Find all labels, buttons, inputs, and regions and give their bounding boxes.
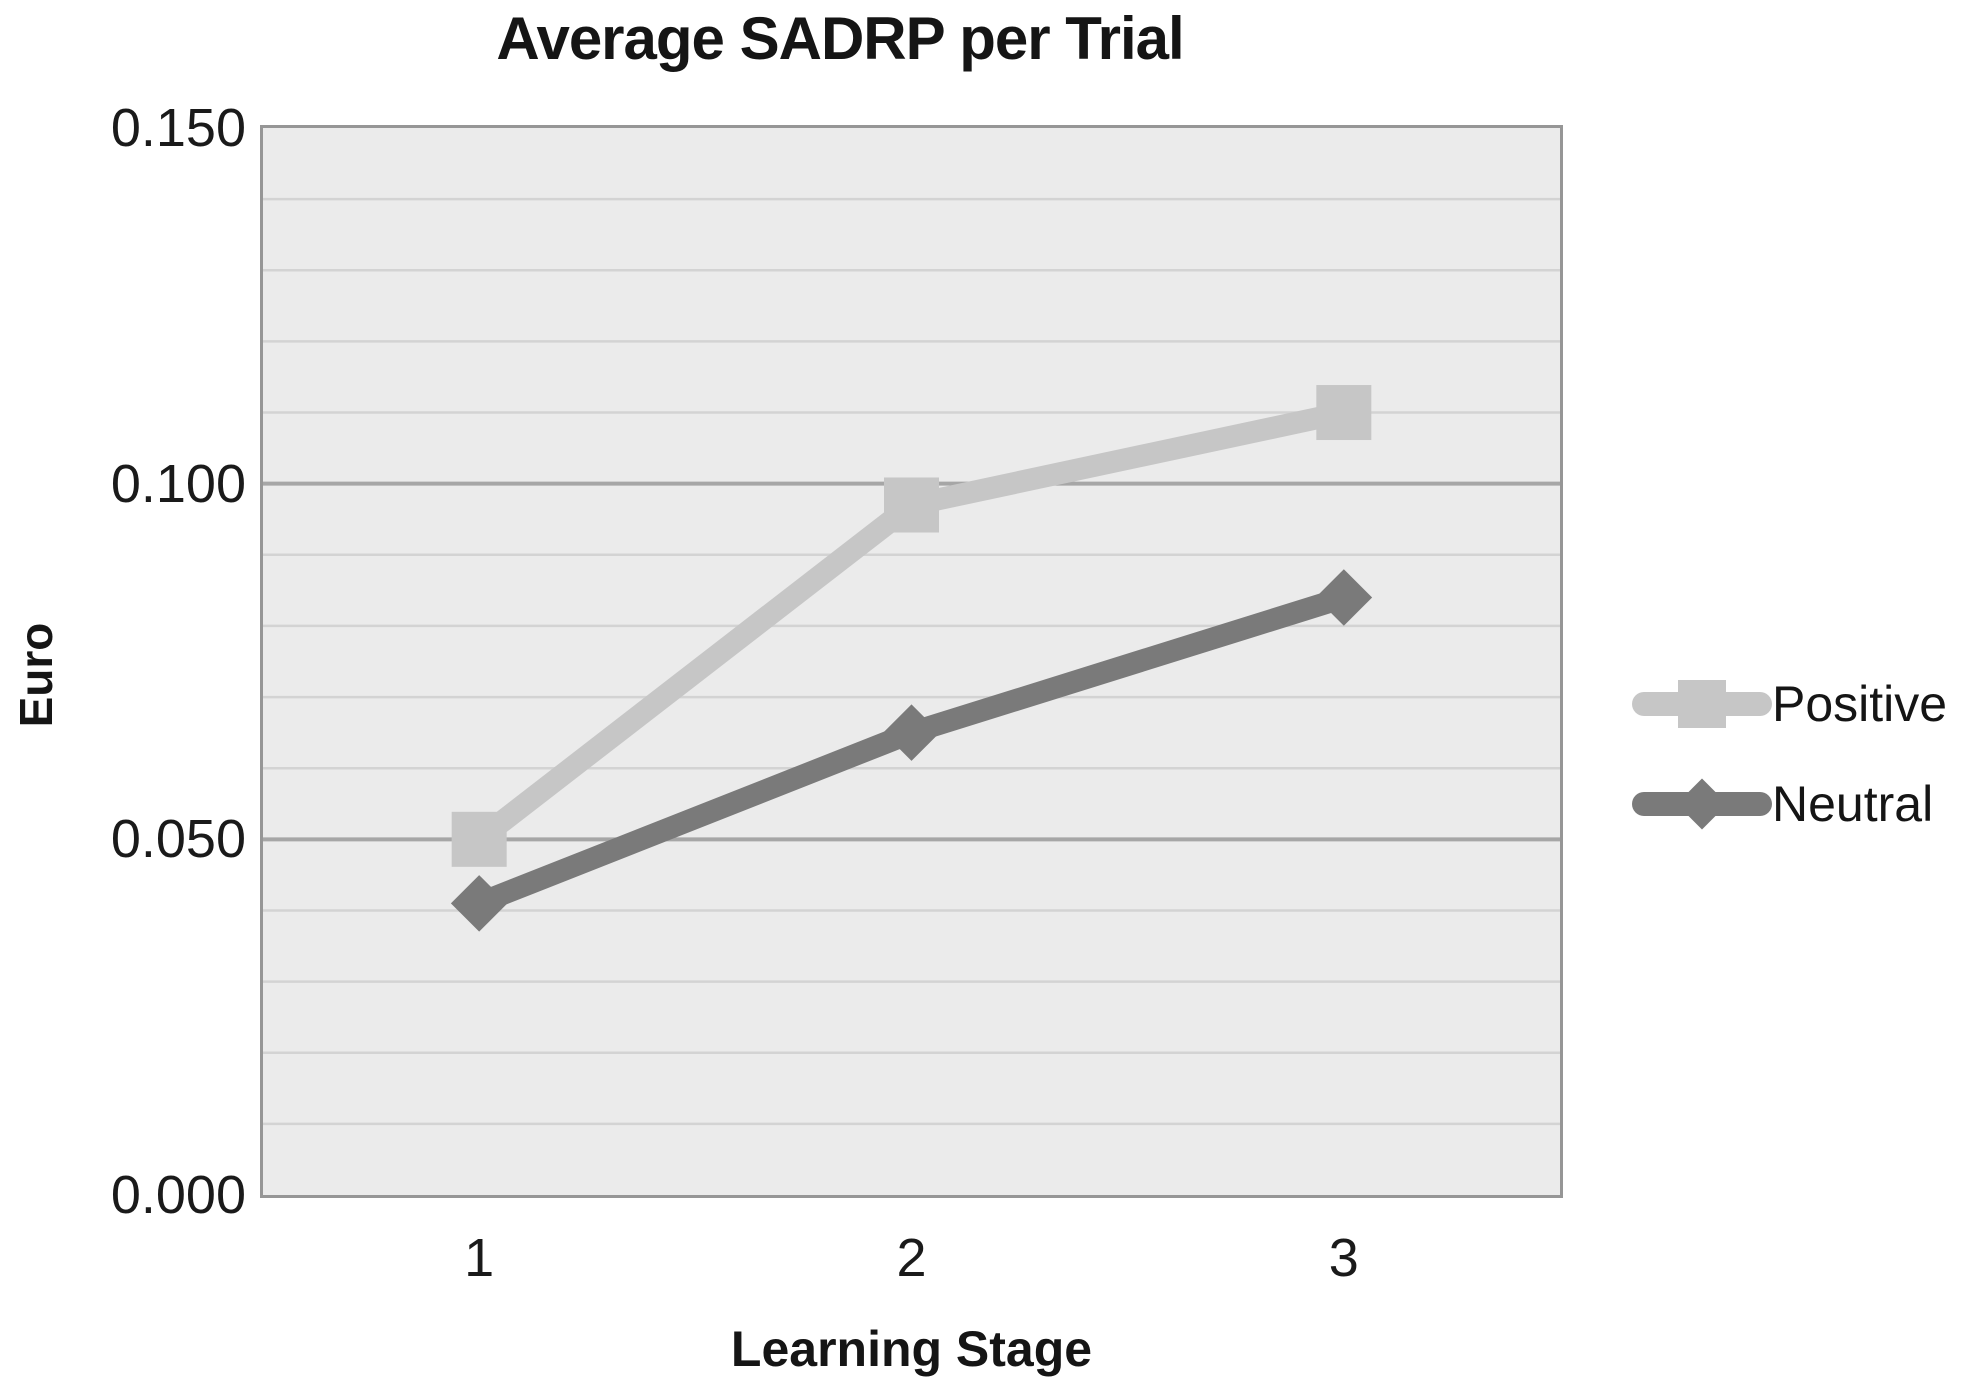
diamond-marker-neutral [450,875,508,932]
y-tick-label: 0.100 [110,453,246,514]
x-tick-label: 3 [1328,1228,1359,1288]
square-marker-positive [451,811,507,867]
x-tick-label: 2 [896,1228,927,1288]
x-axis-title: Learning Stage [730,1321,1093,1377]
legend: Positive Neutral [1632,668,1947,868]
legend-marker-diamond-icon [1632,778,1772,830]
y-tick-label: 0.050 [110,809,246,870]
y-tick-label: 0.150 [110,98,246,158]
y-axis-title: Euro [10,622,62,728]
diamond-marker-neutral [883,704,940,761]
y-tick-label: 0.000 [110,1165,246,1225]
legend-label: Positive [1772,676,1948,732]
square-marker-positive [1316,385,1372,441]
square-marker-positive [884,477,939,533]
legend-entry-positive: Positive [1632,668,1947,740]
plot-series-canvas [263,197,1560,1126]
legend-entry-neutral: Neutral [1632,768,1947,840]
legend-label: Neutral [1772,776,1934,832]
diamond-marker-neutral [1315,569,1373,626]
legend-marker-square-icon [1632,680,1772,728]
chart-title: Average SADRP per Trial [496,5,1184,72]
plot-area [260,125,1563,1198]
x-tick-label: 1 [464,1228,495,1288]
